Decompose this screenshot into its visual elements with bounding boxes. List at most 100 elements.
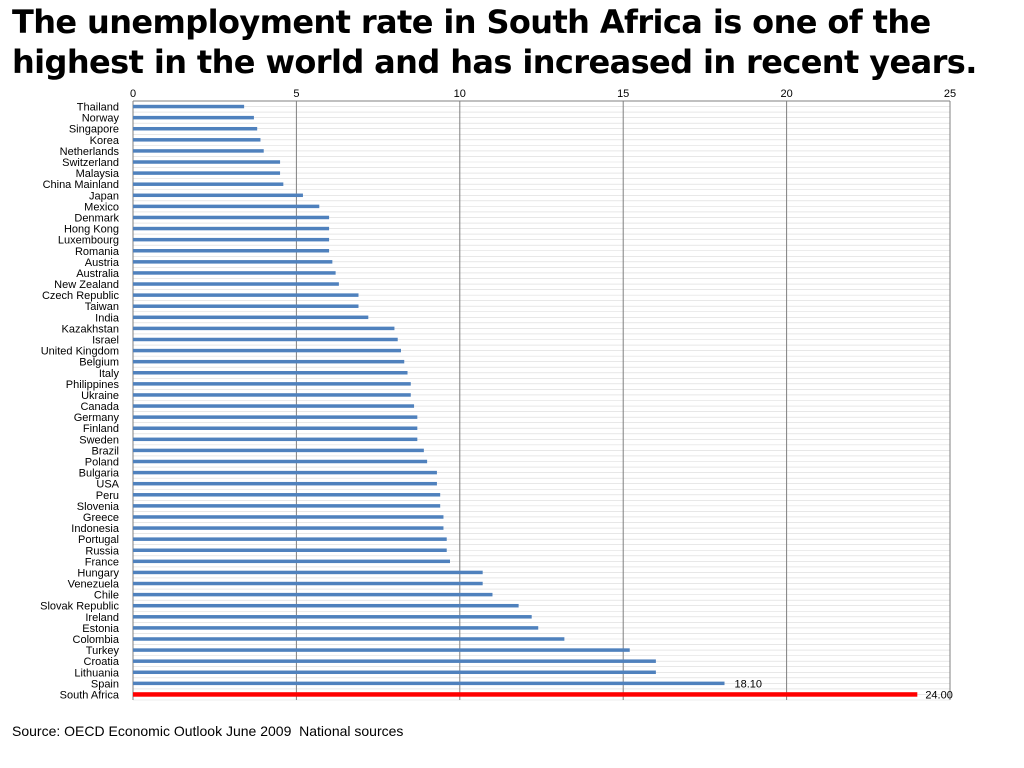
bar	[133, 359, 405, 364]
category-label: Philippines	[66, 379, 120, 391]
category-label: Slovenia	[77, 501, 120, 513]
bar	[133, 382, 411, 386]
bar	[133, 138, 261, 142]
category-label: Australia	[76, 268, 120, 280]
x-tick-label: 5	[293, 88, 299, 100]
x-tick-label: 0	[130, 88, 136, 100]
bar	[133, 692, 918, 697]
bar	[133, 182, 284, 186]
bar	[133, 115, 254, 120]
data-label: 18.10	[735, 678, 763, 690]
bar	[133, 226, 330, 231]
category-label: USA	[96, 479, 119, 491]
category-label: Slovak Republic	[40, 601, 119, 613]
category-label: India	[95, 312, 120, 324]
category-label: Colombia	[73, 634, 120, 646]
bar	[133, 304, 359, 308]
bar	[133, 448, 424, 453]
category-label: Hungary	[77, 567, 119, 579]
category-label: Chile	[94, 590, 119, 602]
category-label: Italy	[99, 368, 120, 380]
category-label: Brazil	[91, 445, 119, 457]
bar	[133, 393, 411, 397]
data-label: 24.00	[925, 689, 953, 701]
title-line-1: The unemployment rate in South Africa is…	[12, 3, 931, 41]
bar	[133, 249, 330, 253]
category-label: Norway	[82, 113, 120, 125]
category-label: Switzerland	[62, 157, 119, 169]
category-label: Romania	[75, 246, 120, 258]
bar	[133, 171, 281, 175]
category-label: Estonia	[82, 623, 120, 635]
category-label: Thailand	[77, 102, 119, 114]
category-label: Hong Kong	[64, 224, 119, 236]
bar	[133, 426, 418, 430]
bar	[133, 237, 330, 242]
bar	[133, 326, 395, 331]
bar	[133, 515, 444, 519]
bar	[133, 104, 245, 109]
category-label: China Mainland	[43, 179, 119, 191]
bar	[133, 337, 398, 342]
bar	[133, 493, 441, 497]
category-label: Canada	[80, 401, 119, 413]
category-label: Greece	[83, 512, 119, 524]
category-label: Germany	[74, 412, 120, 424]
bar	[133, 592, 493, 597]
category-label: Ireland	[85, 612, 119, 624]
bar	[133, 160, 281, 164]
category-label: Indonesia	[71, 523, 120, 535]
category-label: New Zealand	[54, 279, 119, 291]
bar	[133, 481, 437, 486]
bar	[133, 149, 264, 153]
category-label: Austria	[85, 257, 120, 269]
bar	[133, 670, 656, 675]
category-label: Lithuania	[74, 667, 120, 679]
bar	[133, 404, 415, 408]
x-tick-label: 25	[944, 88, 956, 100]
category-label: Malaysia	[76, 168, 120, 180]
category-label: Ukraine	[81, 390, 119, 402]
bar	[133, 581, 483, 586]
bar	[133, 559, 450, 564]
bar	[133, 659, 656, 663]
category-label: Luxembourg	[58, 235, 119, 247]
category-label: United Kingdom	[41, 346, 119, 358]
category-label: South Africa	[60, 689, 120, 701]
x-tick-label: 10	[454, 88, 466, 100]
category-label: Singapore	[69, 124, 119, 136]
bar	[133, 215, 330, 220]
bar	[133, 371, 408, 375]
bar	[133, 293, 359, 297]
bar	[133, 315, 369, 320]
category-label: Japan	[89, 190, 119, 202]
category-label: Czech Republic	[42, 290, 120, 302]
category-label: Sweden	[79, 434, 119, 446]
bar	[133, 626, 539, 630]
category-label: Mexico	[84, 201, 119, 213]
bar	[133, 348, 401, 353]
bar	[133, 615, 532, 619]
source-note: Source: OECD Economic Outlook June 2009 …	[12, 723, 404, 739]
category-label: Croatia	[84, 656, 120, 668]
category-label: Finland	[83, 423, 119, 435]
bar	[133, 648, 630, 652]
category-label: Spain	[91, 678, 119, 690]
category-label: Peru	[96, 490, 119, 502]
category-label: Kazakhstan	[62, 323, 119, 335]
bar	[133, 526, 444, 530]
bar	[133, 437, 418, 442]
x-tick-label: 20	[780, 88, 792, 100]
category-label: Bulgaria	[79, 468, 120, 480]
category-label: Russia	[85, 545, 120, 557]
bar	[133, 415, 418, 419]
bar	[133, 126, 258, 131]
bar	[133, 603, 519, 608]
page-title: The unemployment rate in South Africa is…	[12, 2, 1022, 82]
category-label: Belgium	[79, 357, 119, 369]
title-line-2: highest in the world and has increased i…	[12, 43, 977, 81]
category-label: Israel	[92, 334, 119, 346]
category-label: Venezuela	[68, 579, 120, 591]
bar	[133, 459, 428, 464]
